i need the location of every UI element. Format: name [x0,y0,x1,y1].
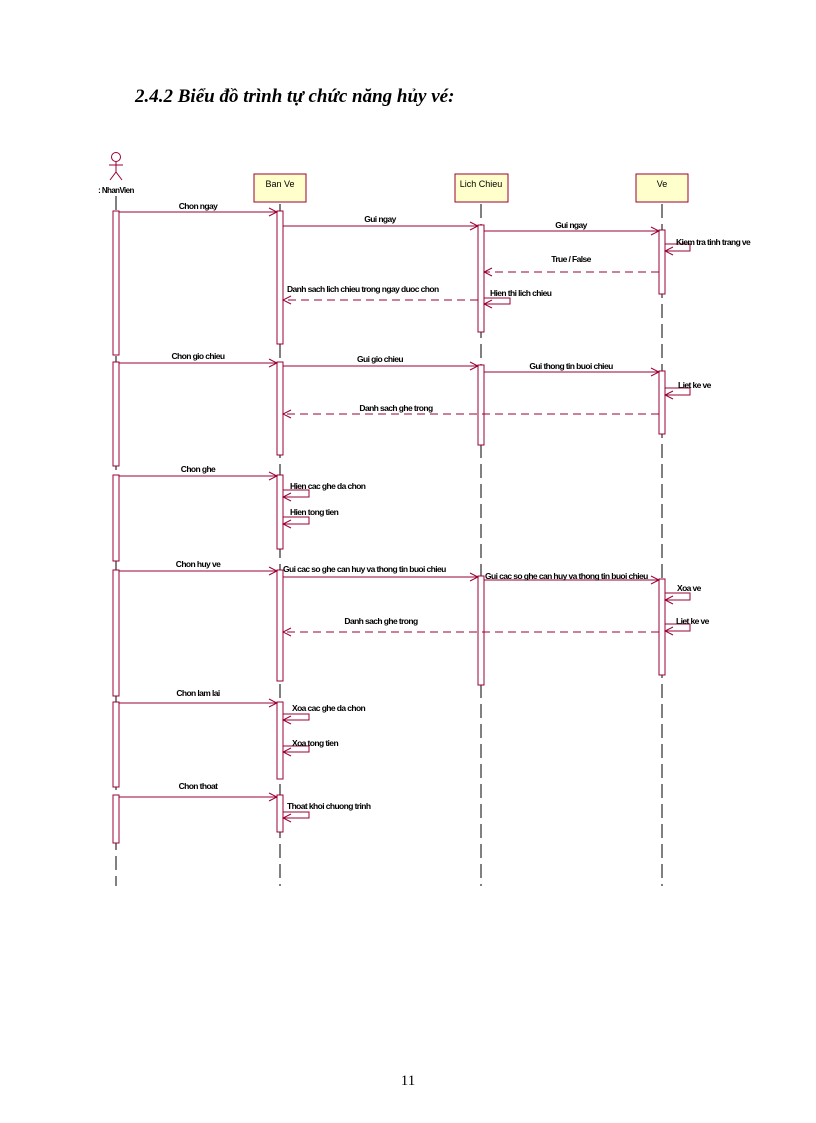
activation-bar [112,474,120,562]
actor-label: : NhanVien [98,186,134,195]
message-label: Hien tong tien [290,507,339,517]
activation-bar [276,474,284,550]
activation-bar [276,210,284,345]
message-label: Xoa ve [677,583,702,593]
message-label: Gui cac so ghe can huy va thong tin buoi… [485,571,648,581]
message-labels: Chon ngay Gui ngay Gui ngay Kiem tra tin… [172,201,752,811]
activation-bar [276,569,284,682]
object-label: Ve [657,179,668,189]
self-message-arrow [283,489,310,497]
message-label: Hien thi lich chieu [490,288,552,298]
message-label: Gui ngay [555,220,587,230]
object-ban-ve: Ban Ve [253,173,307,203]
message-label: Chon lam lai [176,688,220,698]
self-message-arrow [665,387,691,395]
actor-leg-left [109,171,117,181]
object-box [454,173,509,203]
self-message-arrow [665,243,691,251]
self-message-arrow [665,592,691,600]
message-label: Danh sach ghe trong [359,403,433,413]
message-label: Liet ke ve [678,380,712,390]
message-label: Chon thoat [179,781,219,791]
activation-bar [658,229,666,295]
message-label: Thoat khoi chuong trinh [287,801,371,811]
page-number: 11 [400,1073,416,1089]
object-label: Lich Chieu [460,179,503,189]
message-label: Danh sach lich chieu trong ngay duoc cho… [287,284,439,294]
activation-bar [112,210,120,356]
object-box [635,173,689,203]
actor-nhanvien [109,152,123,181]
message-label: True / False [551,254,591,264]
self-message-arrow [283,745,310,752]
self-message-arrow [283,713,310,720]
activations [112,210,666,844]
activation-bar [276,794,284,833]
message-label: Kiem tra tinh trang ve [676,237,751,247]
activation-bar [658,578,666,676]
activation-bar [276,701,284,780]
actor-head [111,152,121,162]
message-label: Xoa cac ghe da chon [292,703,366,713]
activation-bar [477,575,485,686]
object-ve: Ve [635,173,689,203]
object-lich-chieu: Lich Chieu [454,173,509,203]
activation-bar [112,569,120,697]
activation-bar [112,701,120,788]
message-label: Gui cac so ghe can huy va thong tin buoi… [283,564,446,574]
self-message-arrow [283,811,310,818]
activation-bar [477,364,485,446]
self-message-arrow [283,516,310,524]
self-message-arrow [665,623,691,631]
message-label: Xoa tong tien [292,738,338,748]
message-label: Chon huy ve [176,559,221,569]
message-label: Chon gio chieu [172,351,225,361]
object-label: Ban Ve [265,179,294,189]
messages [119,212,691,818]
section-heading: 2.4.2 Biểu đồ trình tự chức năng hủy vé: [135,86,455,107]
object-box [253,173,307,203]
message-label: Danh sach ghe trong [344,616,418,626]
activation-bar [276,361,284,456]
activation-bar [658,370,666,435]
activation-bar [477,224,485,333]
actor-leg-right [115,171,123,181]
message-label: Gui gio chieu [357,354,403,364]
message-label: Hien cac ghe da chon [290,481,366,491]
message-label: Chon ngay [179,201,218,211]
activation-bar [112,361,120,467]
message-label: Gui thong tin buoi chieu [529,361,613,371]
message-label: Liet ke ve [676,616,710,626]
self-message-arrow [484,297,511,304]
message-label: Chon ghe [181,464,216,474]
activation-bar [112,794,120,844]
message-label: Gui ngay [364,214,396,224]
